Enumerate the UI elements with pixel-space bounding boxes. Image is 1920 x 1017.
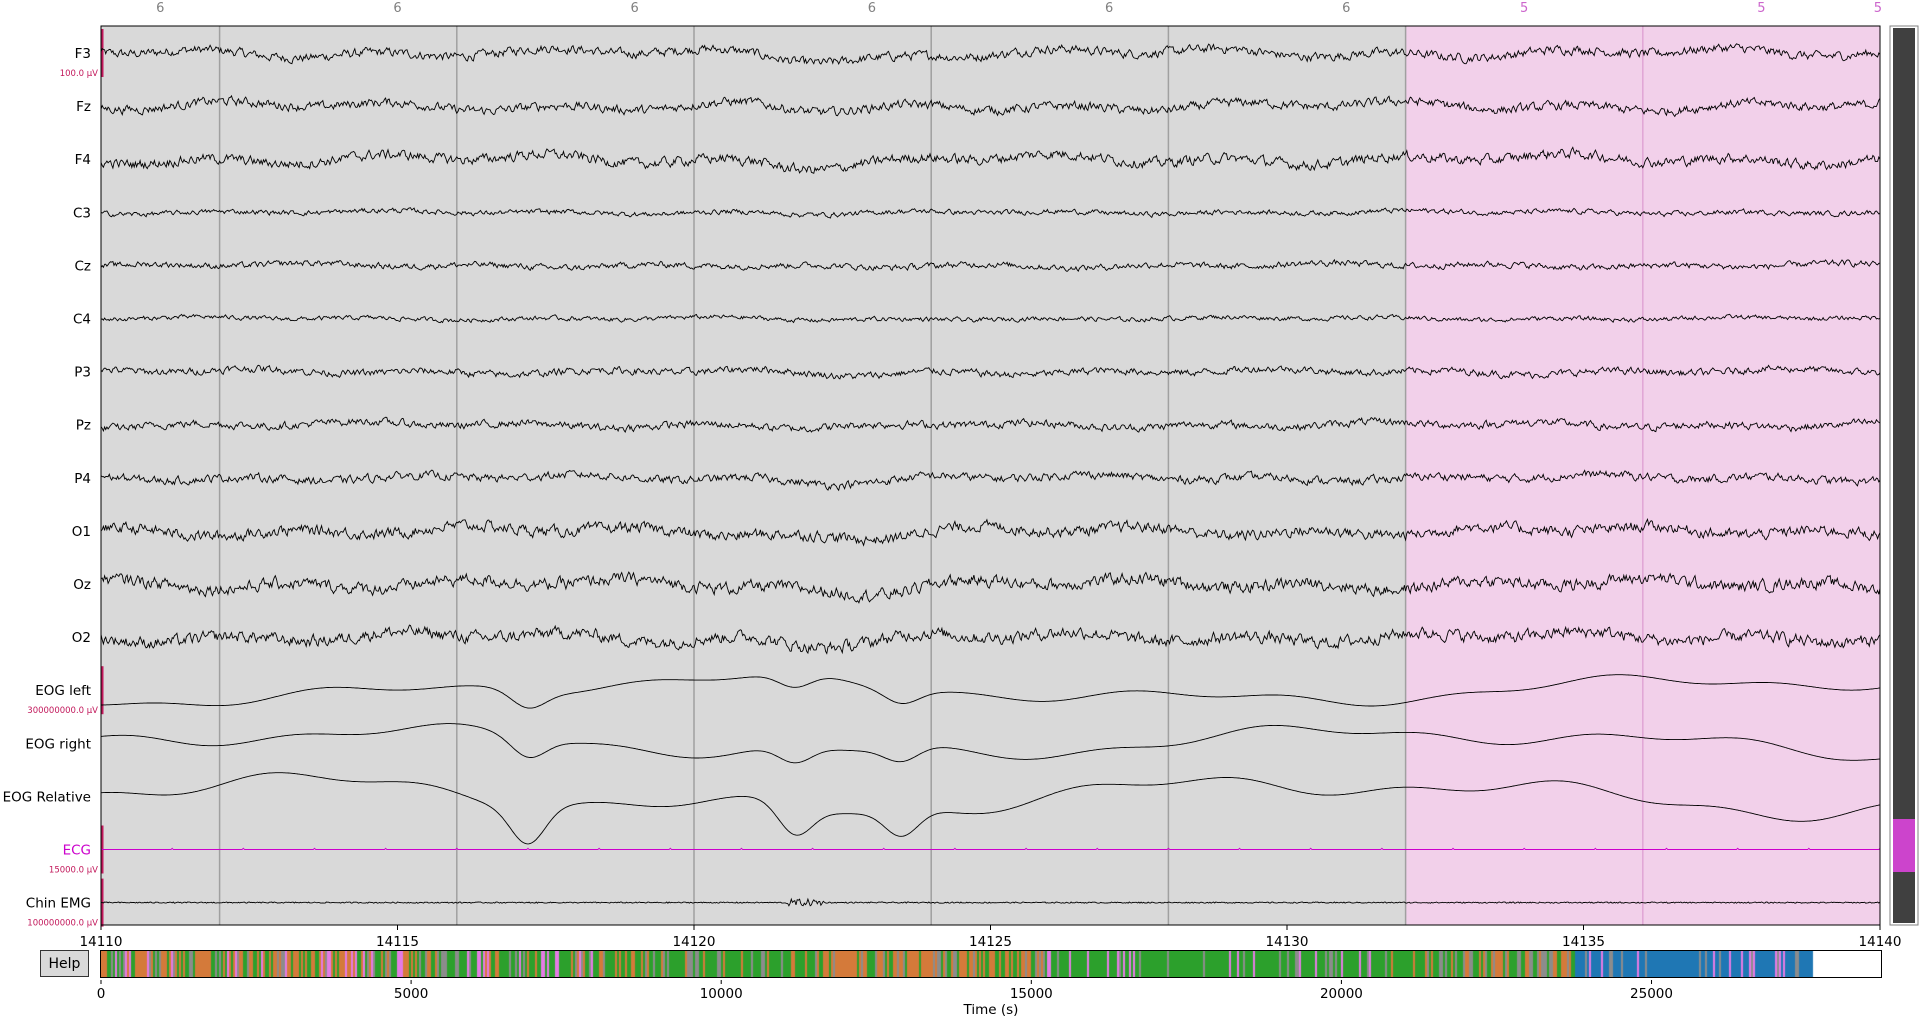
hypnogram-tick-label: 5000 bbox=[394, 986, 428, 1002]
time-tick-label: 14125 bbox=[969, 934, 1012, 950]
channel-trace bbox=[100, 43, 1881, 65]
epoch-stage-label: 6 bbox=[1105, 1, 1113, 16]
channel-label: P3 bbox=[74, 365, 91, 381]
channel-trace bbox=[100, 364, 1881, 380]
channel-trace bbox=[101, 772, 1881, 845]
channel-trace bbox=[100, 207, 1881, 219]
channel-scrollbar-track[interactable] bbox=[1893, 28, 1915, 923]
time-tick-label: 14120 bbox=[673, 934, 716, 950]
channel-label: EOG left bbox=[35, 683, 91, 699]
channel-trace bbox=[100, 624, 1881, 655]
channel-label: O2 bbox=[72, 630, 91, 646]
epoch-stage-label: 5 bbox=[1520, 1, 1528, 16]
channel-label: F3 bbox=[75, 46, 91, 62]
channel-label: EOG Relative bbox=[3, 789, 91, 805]
channel-label: ECG bbox=[63, 843, 91, 859]
channel-trace bbox=[101, 674, 1881, 709]
channel-trace bbox=[100, 146, 1881, 174]
channel-label: C4 bbox=[73, 312, 91, 328]
annotation-grey-region bbox=[101, 26, 1406, 925]
epoch-stage-label: 6 bbox=[868, 1, 876, 16]
channel-trace bbox=[100, 897, 1881, 907]
channel-label: EOG right bbox=[25, 736, 91, 752]
time-tick-label: 14130 bbox=[1266, 934, 1309, 950]
channel-trace bbox=[100, 723, 1881, 764]
channel-label: Cz bbox=[74, 258, 91, 274]
channel-trace bbox=[100, 258, 1881, 272]
scale-bar-label: 15000.0 µV bbox=[49, 866, 98, 876]
channel-scrollbar-thumb[interactable] bbox=[1893, 819, 1915, 872]
hypnogram-tick-label: 0 bbox=[97, 986, 106, 1002]
time-tick-label: 14135 bbox=[1562, 934, 1605, 950]
epoch-stage-label: 6 bbox=[393, 1, 401, 16]
channel-trace bbox=[100, 313, 1881, 324]
channel-trace bbox=[100, 469, 1881, 492]
epoch-stage-label: 5 bbox=[1874, 1, 1882, 16]
channel-label: Fz bbox=[76, 99, 91, 115]
scale-bar-label: 300000000.0 µV bbox=[27, 706, 98, 716]
channel-trace bbox=[100, 94, 1881, 118]
hypnogram-time-axis: 0 5000 10000 15000 20000 25000 Time (s) bbox=[97, 980, 1673, 1017]
hypnogram-xlabel: Time (s) bbox=[963, 1002, 1019, 1017]
time-tick-label: 14110 bbox=[80, 934, 123, 950]
scale-bar-label: 100000000.0 µV bbox=[27, 919, 98, 929]
channel-trace bbox=[100, 571, 1881, 604]
hypnogram-overview[interactable] bbox=[100, 950, 1882, 978]
time-tick-label: 14115 bbox=[376, 934, 419, 950]
channel-label: Oz bbox=[73, 577, 91, 593]
time-tick-label: 14140 bbox=[1859, 934, 1902, 950]
epoch-stage-label: 5 bbox=[1757, 1, 1765, 16]
channel-label: Chin EMG bbox=[26, 896, 91, 912]
hypnogram-tick-label: 20000 bbox=[1320, 986, 1363, 1002]
epoch-stage-label: 6 bbox=[1342, 1, 1350, 16]
scale-bar-label: 100.0 µV bbox=[60, 69, 98, 79]
epoch-stage-label: 6 bbox=[156, 1, 164, 16]
channel-trace bbox=[100, 416, 1881, 433]
channel-trace bbox=[100, 517, 1881, 547]
channel-label: F4 bbox=[75, 152, 91, 168]
channel-label: P4 bbox=[74, 471, 91, 487]
hypnogram-tick-label: 25000 bbox=[1630, 986, 1673, 1002]
help-button[interactable]: Help bbox=[40, 950, 89, 977]
channel-label: O1 bbox=[72, 524, 91, 540]
hypnogram-tick-label: 10000 bbox=[700, 986, 743, 1002]
epoch-stage-label: 6 bbox=[631, 1, 639, 16]
channel-label: C3 bbox=[73, 205, 91, 221]
channel-label: Pz bbox=[76, 418, 91, 434]
channel-trace bbox=[100, 847, 1881, 850]
hypnogram-tick-label: 15000 bbox=[1010, 986, 1053, 1002]
